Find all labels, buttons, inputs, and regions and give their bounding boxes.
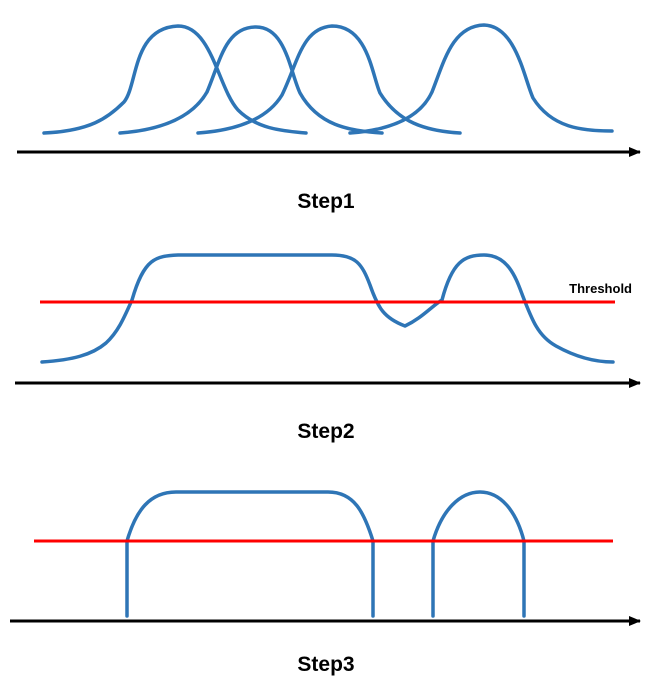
step1-gaussian-1: [42, 24, 308, 135]
step2-label: Step2: [297, 420, 354, 443]
step1-gaussian-2: [118, 25, 384, 135]
step2-panel: Threshold Step2: [15, 253, 641, 443]
step1-label: Step1: [297, 190, 355, 213]
step3-pulse-2: [431, 490, 526, 618]
step3-label: Step3: [297, 653, 354, 676]
step1-gaussian-4: [348, 23, 614, 135]
step3-pulse-1: [125, 490, 375, 618]
step1-gaussian-3: [196, 24, 462, 135]
step3-panel: Step3: [10, 490, 641, 676]
step2-summed-signal: [40, 253, 615, 364]
step1-panel: Step1: [17, 23, 641, 213]
step2-threshold-label: Threshold: [569, 281, 632, 296]
